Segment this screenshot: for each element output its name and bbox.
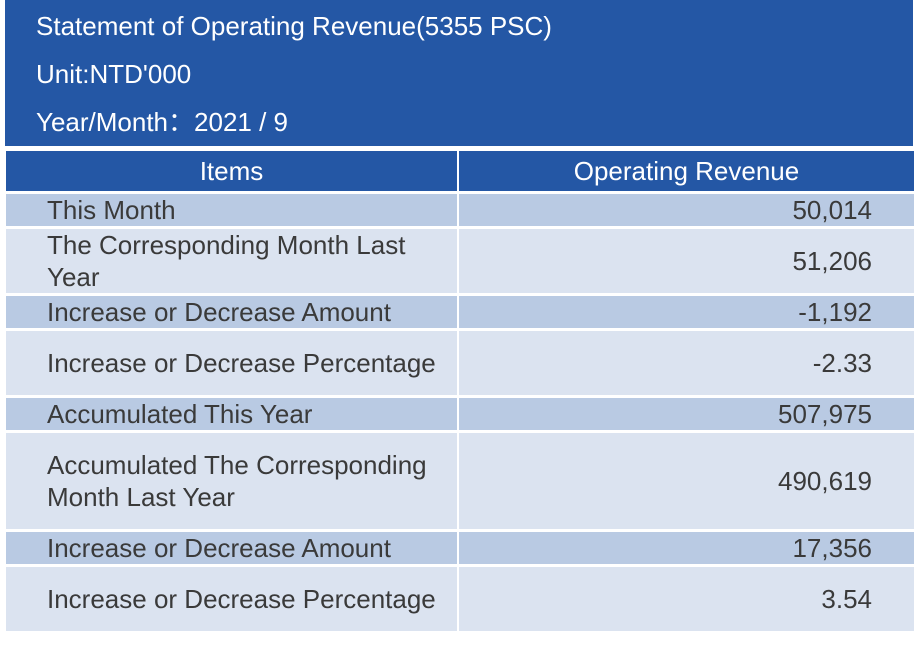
statement-title: Statement of Operating Revenue(5355 PSC) [36,11,552,41]
row-value: -2.33 [459,331,914,395]
row-item-label: The Corresponding Month Last Year [6,229,457,293]
row-value: 17,356 [459,532,914,564]
table-row: The Corresponding Month Last Year 51,206 [6,229,914,293]
row-value: 490,619 [459,433,914,529]
row-item-label: Accumulated This Year [6,398,457,430]
operating-revenue-table: Items Operating Revenue This Month 50,01… [4,148,916,634]
row-item-label: This Month [6,194,457,226]
table-row: Increase or Decrease Percentage -2.33 [6,331,914,395]
row-item-label: Increase or Decrease Amount [6,532,457,564]
table-row: Increase or Decrease Percentage 3.54 [6,567,914,631]
row-item-label: Increase or Decrease Percentage [6,567,457,631]
row-value: 50,014 [459,194,914,226]
unit-label: Unit:NTD'000 [36,59,192,89]
statement-header: Statement of Operating Revenue(5355 PSC)… [5,0,913,146]
row-value: 507,975 [459,398,914,430]
table-row: Increase or Decrease Amount -1,192 [6,296,914,328]
column-header-items: Items [6,151,457,191]
table-row: Accumulated The Corresponding Month Last… [6,433,914,529]
row-value: 3.54 [459,567,914,631]
column-header-operating-revenue: Operating Revenue [459,151,914,191]
table-row: This Month 50,014 [6,194,914,226]
table-row: Accumulated This Year 507,975 [6,398,914,430]
period-label: Year/Month：2021 / 9 [36,107,288,137]
row-item-label: Accumulated The Corresponding Month Last… [6,433,457,529]
row-value: -1,192 [459,296,914,328]
row-item-label: Increase or Decrease Amount [6,296,457,328]
row-item-label: Increase or Decrease Percentage [6,331,457,395]
table-row: Increase or Decrease Amount 17,356 [6,532,914,564]
row-value: 51,206 [459,229,914,293]
table-header-row: Items Operating Revenue [6,151,914,191]
